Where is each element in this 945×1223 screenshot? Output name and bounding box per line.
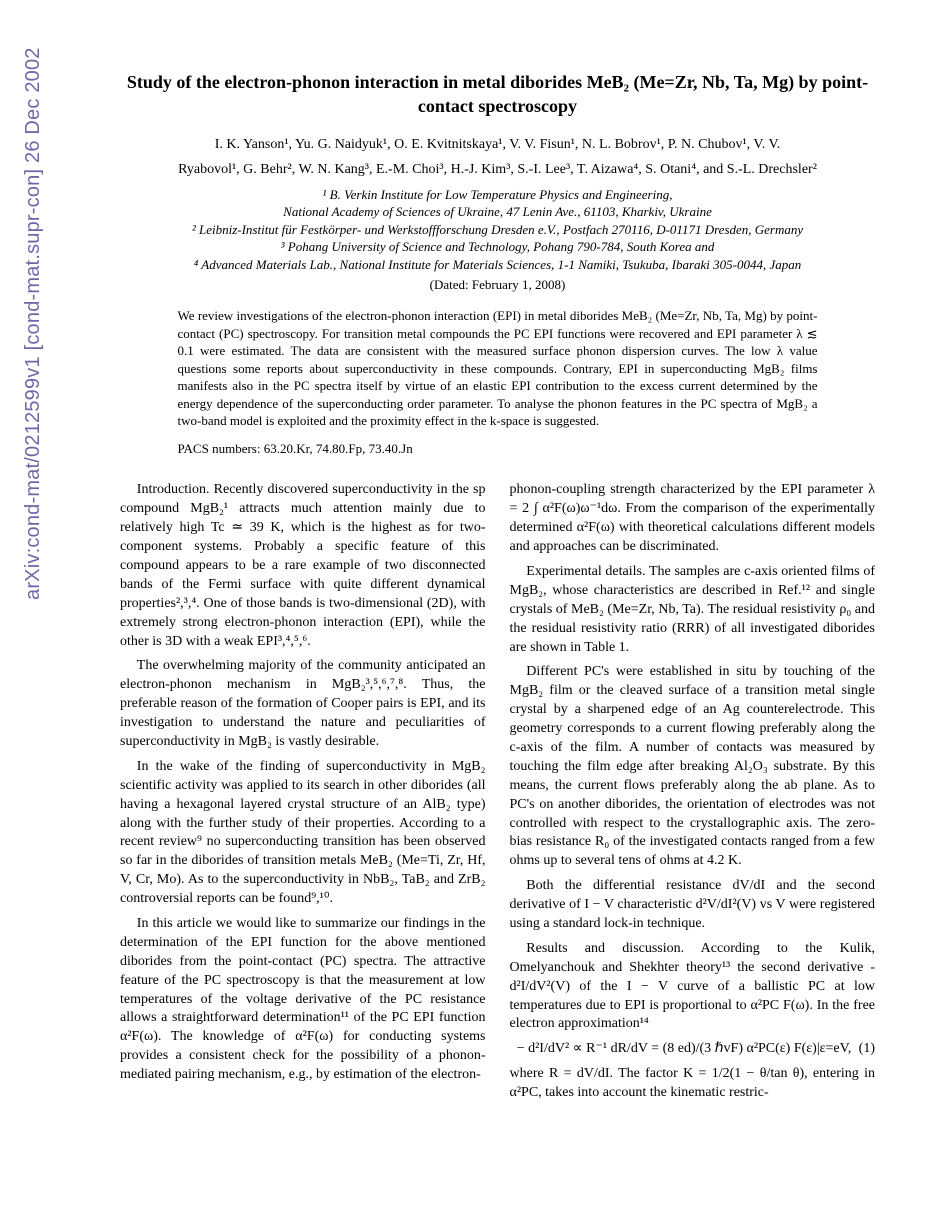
- authors-line-2: Ryabovol¹, G. Behr², W. N. Kang³, E.-M. …: [120, 160, 875, 180]
- abstract: We review investigations of the electron…: [178, 307, 818, 430]
- paper-title: Study of the electron-phonon interaction…: [120, 70, 875, 119]
- paragraph-measure: Both the differential resistance dV/dI a…: [510, 877, 876, 934]
- arxiv-stamp: arXiv:cond-mat/0212599v1 [cond-mat.supr-…: [20, 47, 47, 600]
- paragraph-expdetails: Experimental details. The samples are c-…: [510, 563, 876, 657]
- affiliation-2: ² Leibniz-Institut für Festkörper- und W…: [120, 221, 875, 239]
- paragraph-intro-4: In this article we would like to summari…: [120, 915, 486, 1085]
- authors-line-1: I. K. Yanson¹, Yu. G. Naidyuk¹, O. E. Kv…: [120, 135, 875, 155]
- affiliation-1b: National Academy of Sciences of Ukraine,…: [120, 203, 875, 221]
- paragraph-col2-1: phonon-coupling strength characterized b…: [510, 481, 876, 557]
- paragraph-pc-setup: Different PC's were established in situ …: [510, 663, 876, 871]
- equation-1: − d²I/dV² ∝ R⁻¹ dR/dV = (8 ed)/(3 ℏvF) α…: [510, 1040, 876, 1059]
- equation-1-body: − d²I/dV² ∝ R⁻¹ dR/dV = (8 ed)/(3 ℏvF) α…: [517, 1041, 852, 1056]
- paragraph-intro-2: The overwhelming majority of the communi…: [120, 657, 486, 751]
- paper-date: (Dated: February 1, 2008): [120, 276, 875, 294]
- equation-1-number: (1): [859, 1040, 875, 1059]
- paragraph-intro-3: In the wake of the finding of supercondu…: [120, 758, 486, 909]
- paragraph-results-2: where R = dV/dI. The factor K = 1/2(1 − …: [510, 1065, 876, 1103]
- body-columns: Introduction. Recently discovered superc…: [120, 481, 875, 1103]
- affiliation-3: ³ Pohang University of Science and Techn…: [120, 238, 875, 256]
- paragraph-intro-1: Introduction. Recently discovered superc…: [120, 481, 486, 651]
- affiliation-1a: ¹ B. Verkin Institute for Low Temperatur…: [120, 186, 875, 204]
- pacs-numbers: PACS numbers: 63.20.Kr, 74.80.Fp, 73.40.…: [178, 440, 818, 458]
- paper-page: arXiv:cond-mat/0212599v1 [cond-mat.supr-…: [0, 0, 945, 1223]
- affiliation-4: ⁴ Advanced Materials Lab., National Inst…: [120, 256, 875, 274]
- paragraph-results-1: Results and discussion. According to the…: [510, 940, 876, 1034]
